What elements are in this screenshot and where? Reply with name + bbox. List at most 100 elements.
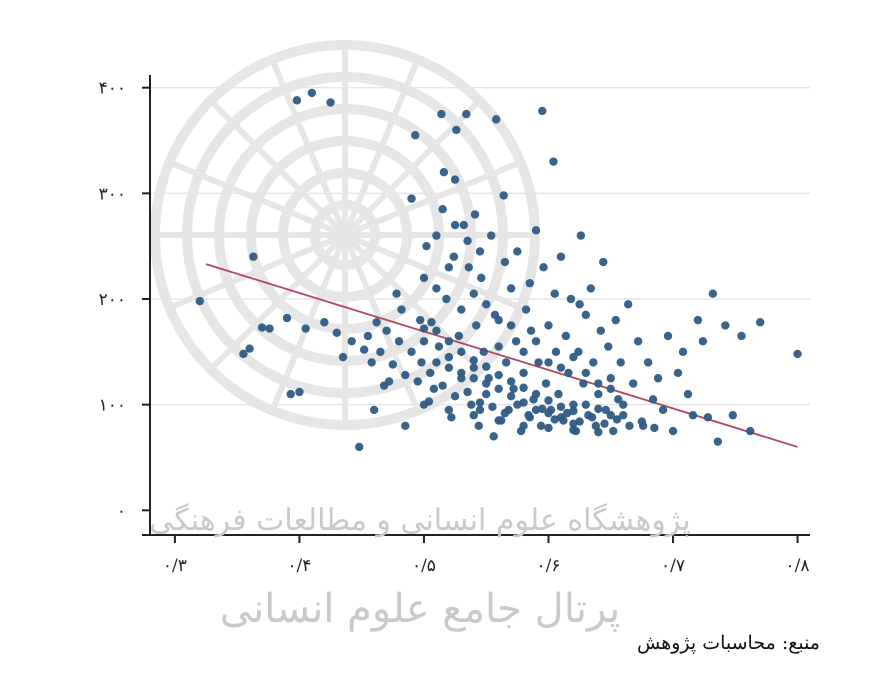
data-point [419,324,429,333]
data-point [513,247,522,256]
data-point [444,337,454,346]
data-point [506,377,516,386]
data-point [475,398,485,407]
data-point [439,168,449,177]
data-point [575,300,584,309]
x-tick-label: ۰/۸ [786,556,810,576]
data-point [612,415,622,424]
data-point [614,395,623,404]
data-point [449,252,459,261]
data-point [464,263,473,272]
data-point [392,289,401,298]
data-point [506,284,516,293]
data-point [576,231,586,240]
data-point [388,360,398,369]
data-point [332,328,341,338]
y-tick-label: ۴۰۰ [99,79,126,99]
emblem-spoke [168,232,347,311]
emblem-spoke [208,98,348,238]
data-point [482,362,491,371]
data-point [397,305,406,314]
data-point [382,326,391,335]
data-point [245,344,254,353]
data-point [369,405,379,415]
data-point [569,400,578,409]
data-point [282,313,292,323]
data-point [611,315,620,325]
data-point [538,404,547,414]
data-point [551,347,561,357]
data-point [469,374,478,383]
data-point [384,377,394,386]
data-point [550,289,559,298]
y-tick-label: ۳۰۰ [99,184,126,204]
data-point [475,405,485,415]
data-point [519,398,528,407]
data-point [569,419,578,428]
data-point [195,296,205,306]
data-point [531,337,541,346]
data-point [544,358,553,367]
data-point [372,318,381,327]
data-point [539,263,548,272]
data-point [544,408,553,418]
data-point [594,404,603,414]
data-point [591,421,601,430]
data-point [447,413,456,422]
data-point [457,347,466,357]
data-point [594,379,603,388]
data-point [581,310,591,320]
data-point [419,337,429,346]
axes [142,75,810,536]
data-point [721,321,730,330]
data-point [594,427,603,437]
data-point [462,109,471,119]
data-point [257,323,267,332]
data-point [444,405,454,415]
data-point [623,300,633,309]
data-point [506,392,516,401]
data-point [538,106,547,116]
data-point [531,389,541,399]
data-point [606,374,615,383]
data-point [556,413,566,422]
data-point [419,273,429,283]
data-point [728,411,737,420]
data-point [746,426,755,436]
data-point [569,352,578,362]
data-point [444,352,454,362]
data-point [494,384,503,394]
data-point [239,349,248,359]
data-point [569,425,578,435]
data-point [643,358,653,367]
data-point [619,411,628,420]
data-point [450,175,460,184]
data-point [407,194,416,203]
source-note: منبع: محاسبات پژوهش [637,632,820,654]
data-point [463,236,472,246]
data-point [470,210,480,219]
data-point [347,337,356,346]
data-point [653,374,663,383]
data-point [494,315,503,325]
data-point [438,381,447,390]
data-point [416,315,425,325]
data-point [556,402,566,411]
data-point [355,442,364,452]
data-point [432,326,441,335]
data-point [737,331,746,341]
data-point [438,204,447,214]
data-point [477,273,486,283]
data-point [703,413,713,422]
data-point [432,284,441,293]
data-point [519,368,528,378]
data-point [531,405,541,415]
data-point [407,347,416,357]
x-tick-label: ۰/۴ [287,556,311,576]
data-point [698,337,708,346]
data-point [668,426,678,436]
data-point [326,98,335,107]
y-tick-label: ۰ [117,501,126,521]
data-point [554,389,563,399]
